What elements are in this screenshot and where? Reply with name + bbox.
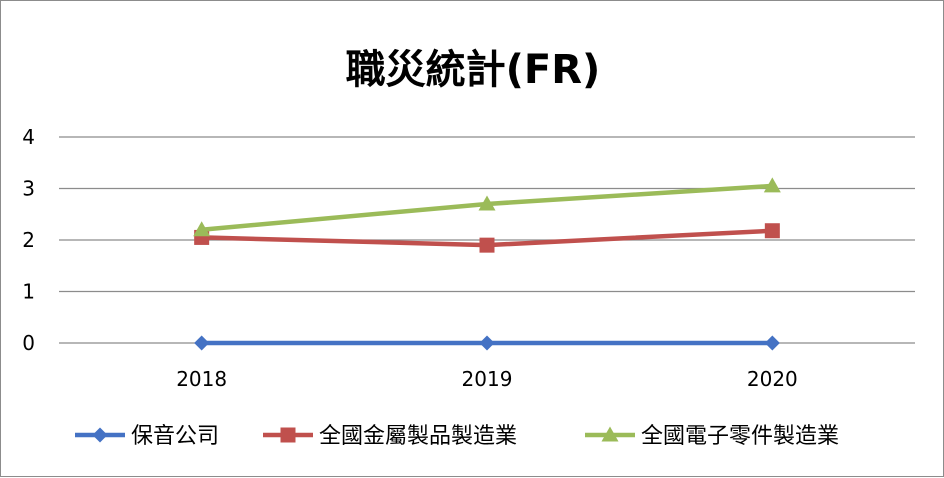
data-point-diamond [479,335,495,351]
y-tick-label: 4 [22,125,35,149]
data-point-triangle [193,221,211,237]
x-tick-label: 2020 [747,367,798,391]
legend-entry: 保音公司 [75,424,219,449]
series-1 [194,335,780,351]
y-tick-label: 2 [22,228,35,252]
series-group [193,177,781,351]
legend: 保音公司 全國金屬製品製造業 全國電子零件製造業 [75,424,839,449]
data-point-triangle [601,426,619,442]
y-tick-label: 0 [22,331,35,355]
chart-title: 職災統計(FR) [346,47,601,93]
x-axis-ticks: 2018 2019 2020 [176,367,798,391]
y-tick-label: 1 [22,280,35,304]
y-axis-ticks: 0 1 2 3 4 [22,125,35,355]
series-2 [194,223,780,253]
legend-entry: 全國金屬製品製造業 [263,424,517,449]
legend-label: 全國金屬製品製造業 [319,424,517,449]
data-point-square [280,427,296,443]
data-point-triangle [478,195,496,211]
data-point-diamond [92,427,108,443]
data-point-square [479,237,495,253]
data-point-diamond [764,335,780,351]
legend-entry: 全國電子零件製造業 [585,424,839,449]
series-3 [193,177,781,237]
x-tick-label: 2019 [462,367,513,391]
data-point-triangle [763,177,781,193]
y-tick-label: 3 [22,177,35,201]
data-point-square [764,223,780,239]
legend-label: 保音公司 [131,424,219,449]
legend-label: 全國電子零件製造業 [641,424,839,449]
data-point-diamond [194,335,210,351]
x-tick-label: 2018 [176,367,227,391]
